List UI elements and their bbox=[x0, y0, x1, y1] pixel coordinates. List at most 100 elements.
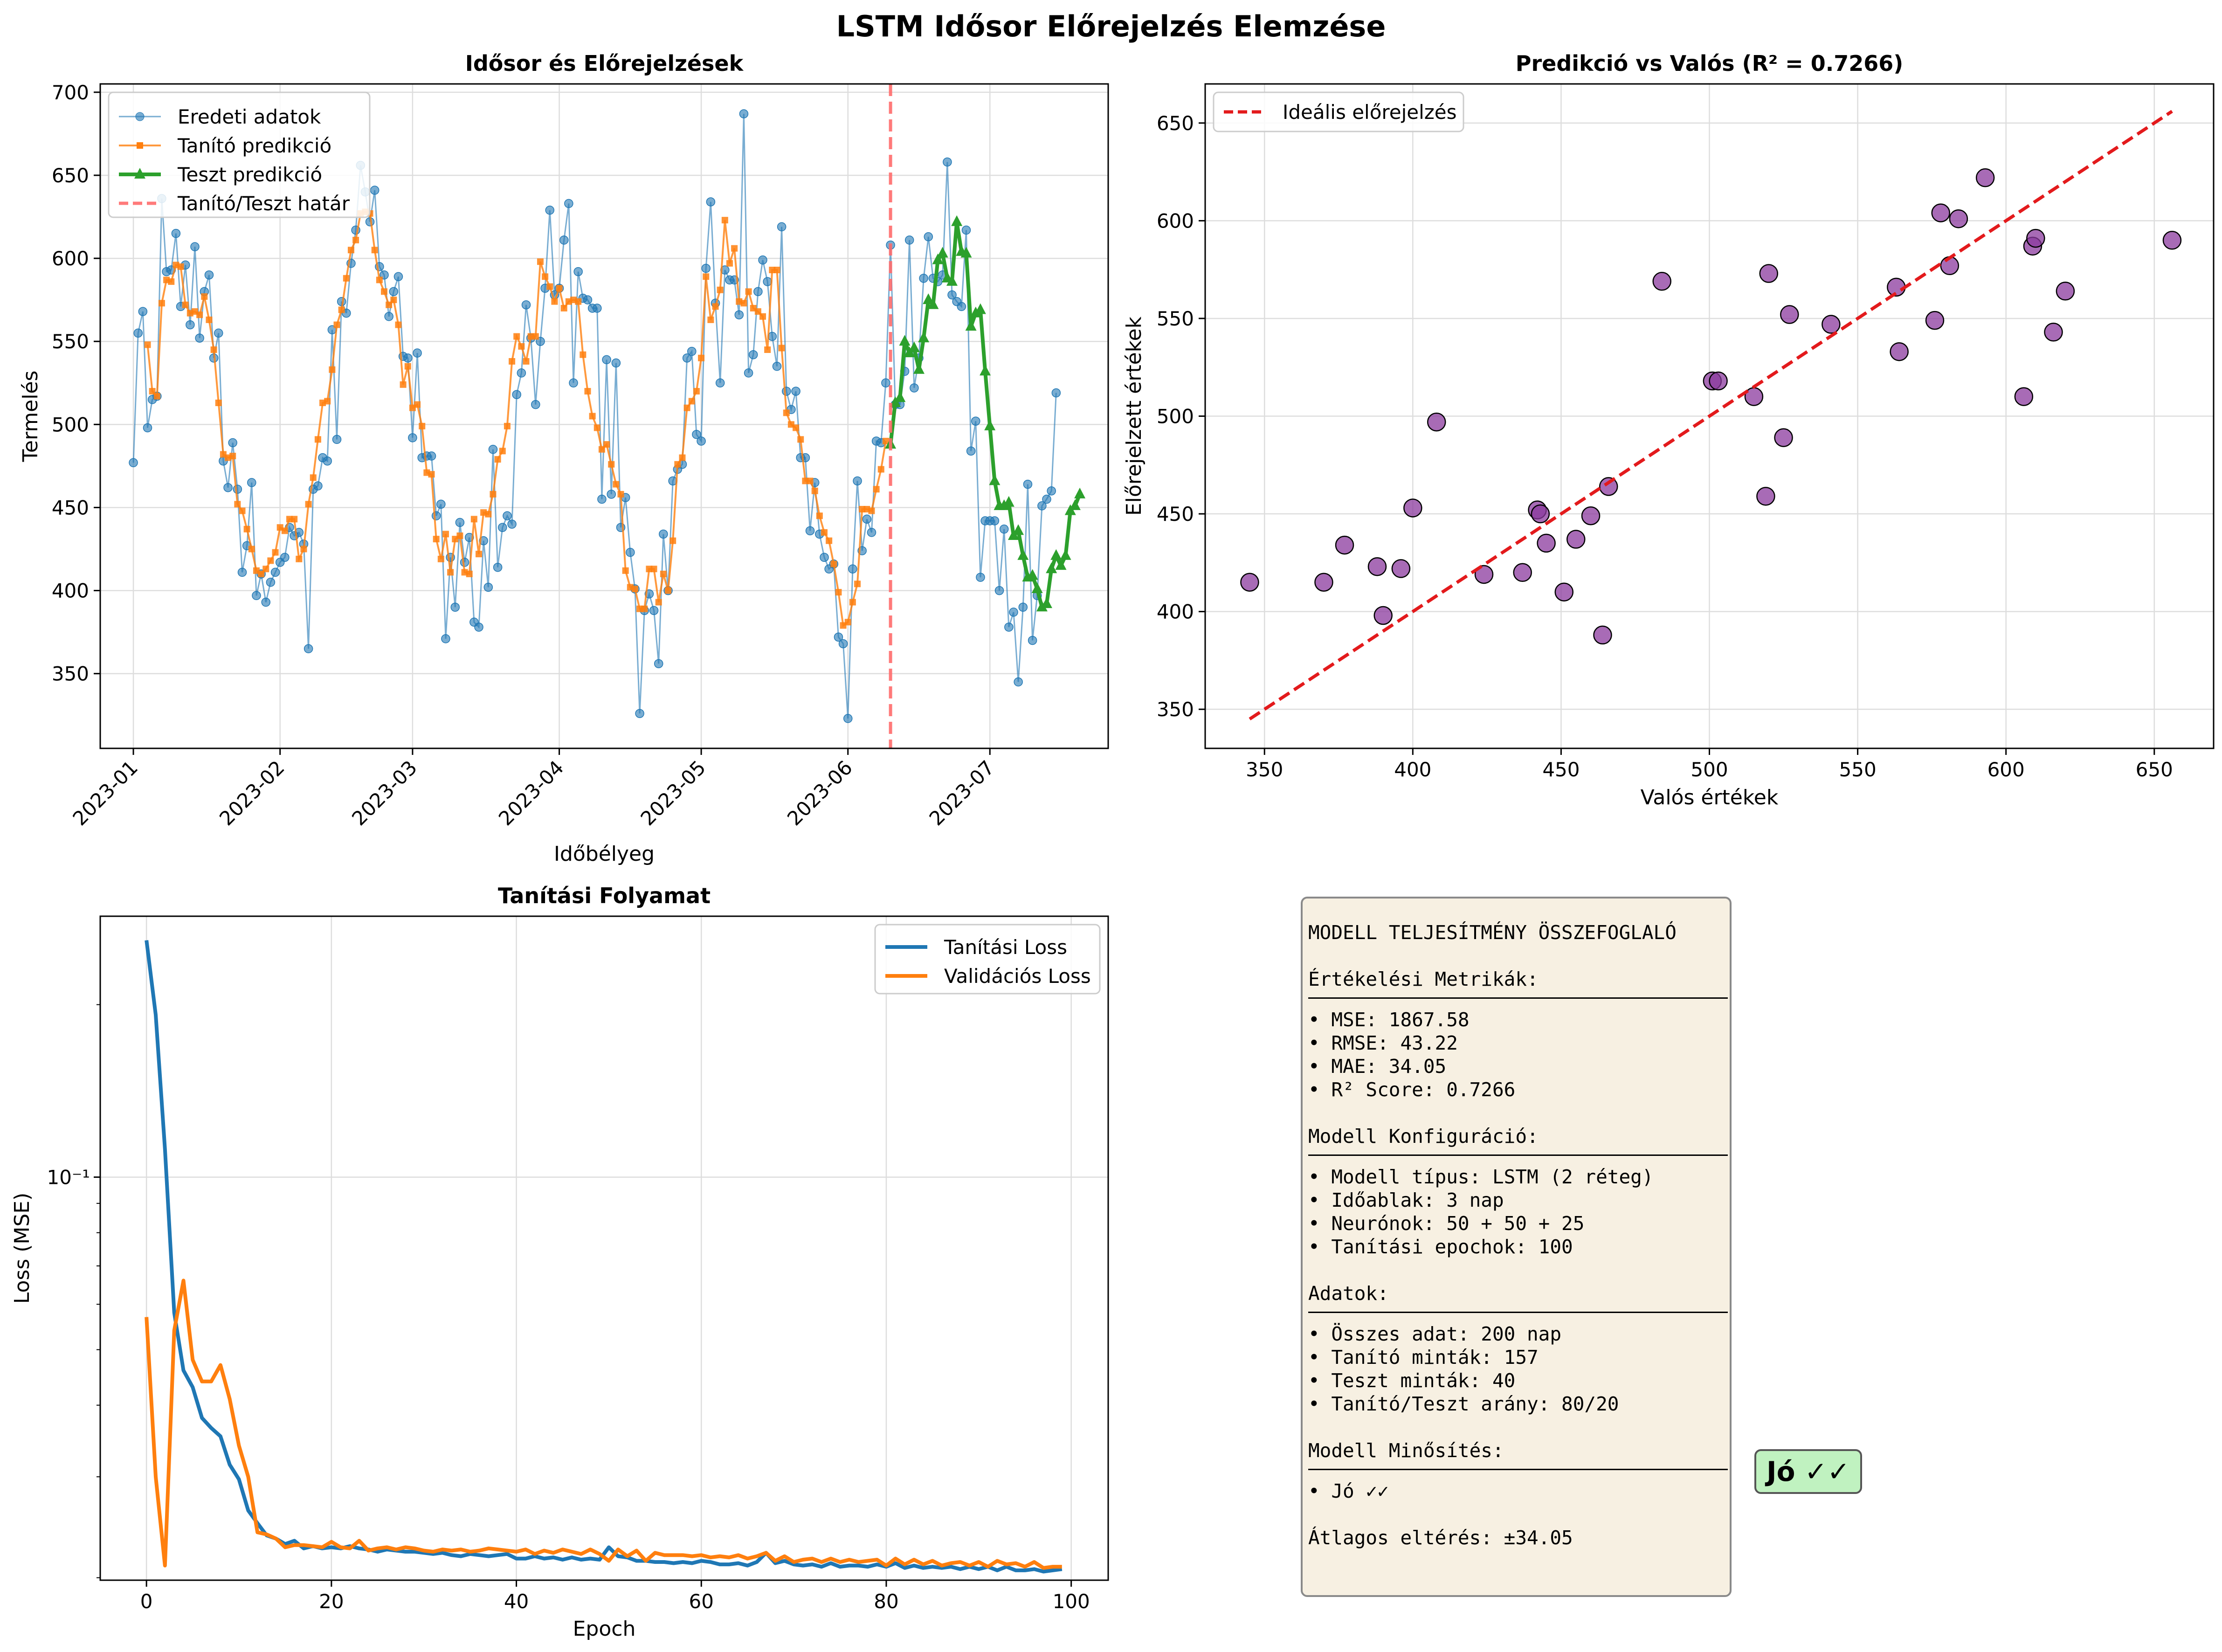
y-tick-label: 500 bbox=[1157, 405, 1194, 428]
data-point bbox=[186, 320, 195, 330]
y-tick-label: 400 bbox=[1157, 601, 1194, 623]
data-point bbox=[503, 511, 512, 520]
data-point bbox=[1474, 565, 1494, 584]
ideal-line bbox=[1249, 110, 2173, 721]
data-point bbox=[376, 276, 383, 283]
data-point bbox=[654, 659, 663, 669]
data-point bbox=[228, 438, 237, 448]
data-point bbox=[924, 232, 933, 242]
data-point bbox=[171, 228, 181, 238]
data-point bbox=[414, 401, 421, 408]
data-point bbox=[989, 474, 1001, 485]
legend-label: Validációs Loss bbox=[944, 965, 1091, 988]
data-point bbox=[862, 514, 872, 524]
data-point bbox=[1037, 501, 1047, 511]
legend-label: Eredeti adatok bbox=[178, 105, 321, 128]
data-point bbox=[210, 346, 217, 353]
x-tick-label: 60 bbox=[689, 1590, 714, 1613]
series-line bbox=[145, 1279, 1062, 1570]
data-point bbox=[476, 551, 483, 558]
legend-box bbox=[874, 924, 1101, 995]
data-point bbox=[777, 222, 787, 232]
data-point bbox=[237, 567, 247, 577]
x-axis-label: Epoch bbox=[573, 1617, 636, 1641]
x-tick-label: 2023-05 bbox=[636, 756, 710, 830]
data-point bbox=[404, 363, 411, 370]
data-point bbox=[980, 365, 991, 376]
data-point bbox=[692, 429, 701, 439]
data-point bbox=[1060, 549, 1071, 560]
metrics-heading: Értékelési Metrikák: bbox=[1308, 968, 1539, 990]
data-point bbox=[957, 302, 966, 311]
y-tick-label: 700 bbox=[52, 81, 89, 104]
x-axis-label: Valós értékek bbox=[1641, 786, 1779, 809]
data-point bbox=[455, 518, 465, 527]
metric-mae: • MAE: 34.05 bbox=[1308, 1055, 1447, 1078]
data-point bbox=[488, 445, 498, 454]
data-point bbox=[1003, 496, 1014, 507]
data-point bbox=[1036, 601, 1048, 612]
data-point bbox=[133, 328, 143, 338]
avg-deviation: Átlagos eltérés: ±34.05 bbox=[1308, 1527, 1573, 1549]
y-axis-label: Termelés bbox=[19, 371, 42, 463]
x-tick-label: 2023-07 bbox=[925, 756, 999, 830]
data-point bbox=[196, 311, 203, 318]
data-point bbox=[1367, 557, 1387, 576]
data-point bbox=[830, 560, 837, 567]
summary-title: MODELL TELJESÍTMÉNY ÖSSZEFOGLALÓ bbox=[1308, 921, 1677, 944]
data-point bbox=[622, 567, 629, 574]
data-point bbox=[1028, 636, 1037, 645]
data-point bbox=[177, 263, 184, 270]
data-point bbox=[706, 197, 716, 207]
data-point bbox=[386, 301, 393, 308]
data-point bbox=[951, 215, 963, 226]
legend-marker bbox=[137, 142, 143, 149]
y-tick-label: 650 bbox=[52, 164, 89, 187]
timeseries-chart: 350 400 450 500 550 600 650 700 2023-01 2023-02 20… bbox=[19, 51, 1109, 866]
data-point bbox=[352, 236, 359, 243]
data-point bbox=[970, 306, 981, 318]
data-point bbox=[1780, 305, 1799, 324]
data-point bbox=[1042, 494, 1051, 504]
data-point bbox=[613, 481, 620, 488]
data-point bbox=[882, 437, 889, 444]
data-point bbox=[521, 300, 531, 310]
y-tick-label: 450 bbox=[52, 496, 89, 519]
data-point bbox=[214, 328, 223, 338]
data-point bbox=[280, 553, 290, 562]
data-point bbox=[707, 316, 714, 323]
data-point bbox=[961, 225, 971, 235]
data-point bbox=[428, 471, 435, 478]
data-point bbox=[626, 547, 635, 557]
data-point bbox=[976, 573, 985, 582]
data-point bbox=[1774, 428, 1793, 447]
data-point bbox=[641, 605, 648, 612]
data-point bbox=[2014, 387, 2034, 406]
data-point bbox=[793, 424, 800, 431]
data-point bbox=[693, 388, 700, 395]
data-point bbox=[726, 260, 733, 267]
data-point bbox=[343, 275, 350, 282]
data-point bbox=[442, 531, 449, 538]
data-point bbox=[598, 446, 605, 453]
y-tick-label: 450 bbox=[1157, 503, 1194, 525]
legend-label: Tanító predikció bbox=[177, 134, 331, 157]
series-line bbox=[145, 940, 1063, 1574]
data-point bbox=[560, 304, 567, 311]
data-point bbox=[1531, 504, 1550, 524]
x-axis-label: Időbélyeg bbox=[554, 842, 655, 866]
data-point bbox=[1949, 209, 1968, 228]
data-point bbox=[807, 477, 814, 484]
config-model-type: • Modell típus: LSTM (2 réteg) bbox=[1308, 1166, 1654, 1188]
divider bbox=[1308, 997, 1728, 999]
data-point bbox=[999, 525, 1009, 534]
data-point bbox=[1041, 597, 1052, 608]
data-point bbox=[593, 304, 602, 313]
data-point bbox=[867, 528, 876, 537]
data-point bbox=[531, 400, 540, 409]
data-point bbox=[149, 388, 156, 395]
data-point bbox=[580, 351, 587, 358]
data-point bbox=[291, 516, 298, 523]
data-point bbox=[703, 273, 710, 280]
data-point bbox=[1652, 272, 1671, 291]
